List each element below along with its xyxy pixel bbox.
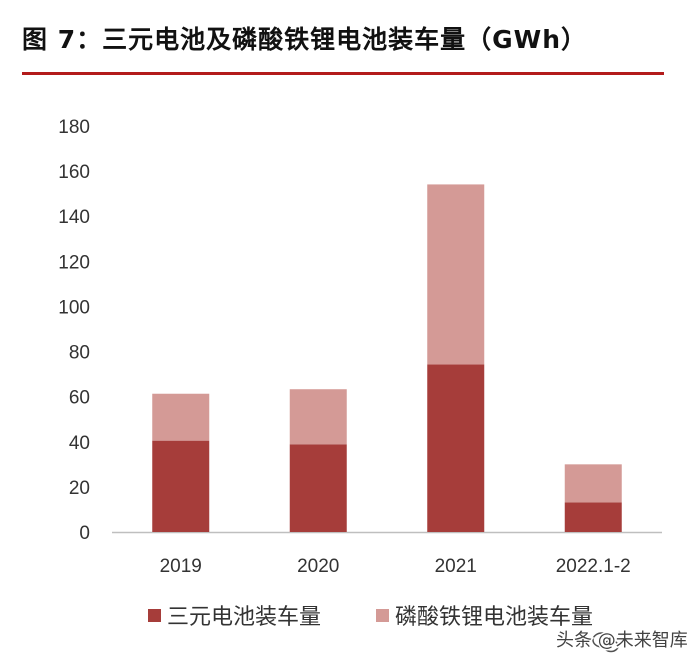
y-tick-label: 20 xyxy=(69,478,90,499)
y-tick-label: 40 xyxy=(69,433,90,454)
legend-label-lfp: 磷酸铁锂电池装车量 xyxy=(395,605,593,630)
y-tick-label: 120 xyxy=(58,252,90,273)
watermark: 头条 @未来智库 xyxy=(555,629,690,653)
x-tick-label: 2022.1-2 xyxy=(556,556,631,577)
x-tick-label: 2021 xyxy=(435,556,477,577)
y-tick-label: 60 xyxy=(69,388,90,409)
x-tick-label: 2020 xyxy=(297,556,339,577)
y-tick-label: 80 xyxy=(69,343,90,364)
y-tick-label: 160 xyxy=(58,162,90,183)
legend-swatch-ternary xyxy=(148,609,161,622)
y-tick-label: 180 xyxy=(58,117,90,138)
bar-ternary-2021 xyxy=(427,364,485,532)
x-tick-label: 2019 xyxy=(160,556,202,577)
bars-group xyxy=(152,184,622,532)
bar-ternary-2020 xyxy=(289,444,347,532)
bar-lfp-2022.1-2 xyxy=(564,464,622,503)
legend: 三元电池装车量 磷酸铁锂电池装车量 xyxy=(148,605,593,630)
y-tick-label: 100 xyxy=(58,297,90,318)
x-axis-ticks: 2019 2020 2021 2022.1-2 xyxy=(160,556,631,577)
bar-lfp-2019 xyxy=(152,393,210,441)
wechat-icon xyxy=(592,632,619,653)
legend-label-ternary: 三元电池装车量 xyxy=(167,605,321,630)
y-tick-label: 0 xyxy=(79,523,90,544)
y-axis-ticks: 0 20 40 60 80 100 120 140 160 180 xyxy=(58,117,90,544)
page-title: 图 7：三元电池及磷酸铁锂电池装车量（GWh） xyxy=(22,25,587,54)
bar-lfp-2020 xyxy=(289,389,347,445)
bar-lfp-2021 xyxy=(427,184,485,365)
bar-ternary-2019 xyxy=(152,440,210,532)
legend-swatch-lfp xyxy=(376,609,389,622)
y-tick-label: 140 xyxy=(58,207,90,228)
title-divider xyxy=(22,72,664,75)
bar-ternary-2022.1-2 xyxy=(564,502,622,532)
watermark-text: 头条 @未来智库 xyxy=(556,630,688,651)
